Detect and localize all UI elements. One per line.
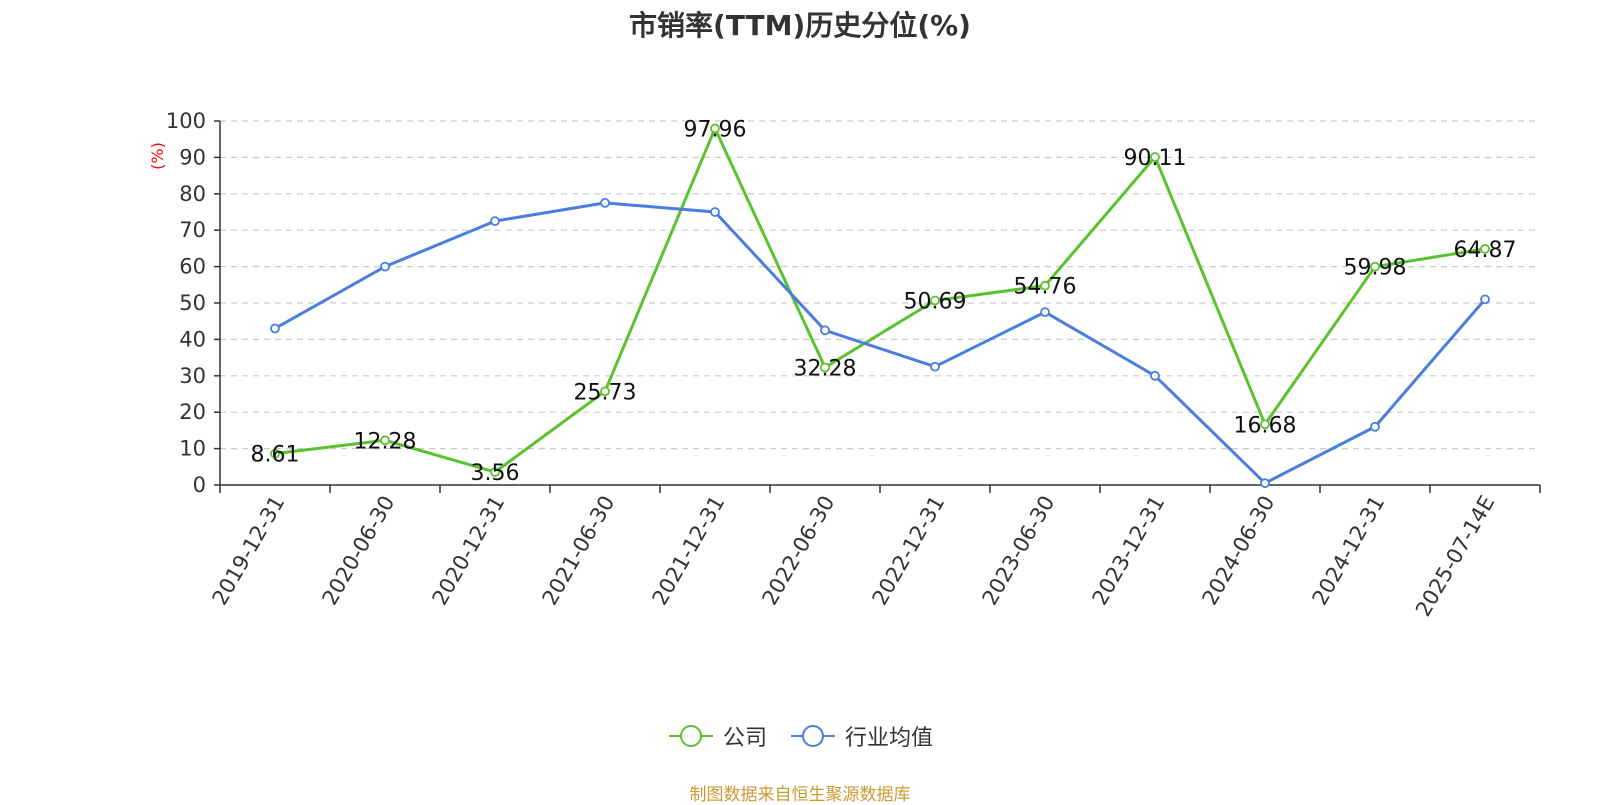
company-data-label: 12.28 <box>354 429 417 454</box>
x-tick-label: 2019-12-31 <box>208 492 290 610</box>
x-tick-label: 2023-12-31 <box>1088 492 1170 610</box>
y-tick-label: 70 <box>179 218 206 242</box>
x-tick-label: 2024-12-31 <box>1308 492 1390 610</box>
company-data-point <box>820 362 830 373</box>
x-tick-label: 2021-06-30 <box>538 492 620 610</box>
x-tick-label: 2021-12-31 <box>648 492 730 610</box>
company-data-label: 64.87 <box>1454 238 1517 263</box>
x-tick-label: 2020-12-31 <box>428 492 510 610</box>
company-data-point <box>380 435 390 446</box>
company-data-point <box>600 386 610 397</box>
y-tick-label: 90 <box>179 145 206 169</box>
company-data-label: 50.69 <box>904 289 967 314</box>
x-tick-label: 2025-07-14E <box>1411 492 1499 621</box>
company-data-label: 8.61 <box>251 443 300 468</box>
company-data-point <box>1040 280 1050 291</box>
company-data-label: 16.68 <box>1234 413 1297 438</box>
company-data-label: 3.56 <box>471 461 520 486</box>
series-line-company <box>274 126 1486 474</box>
y-tick-label: 10 <box>179 437 206 461</box>
legend-company-marker-icon <box>668 725 713 747</box>
company-data-point <box>930 295 940 306</box>
industry-data-point <box>1480 294 1490 305</box>
y-tick-label: 60 <box>179 255 206 279</box>
company-data-point <box>1150 152 1160 162</box>
legend: 公司 行业均值 <box>0 720 1600 752</box>
company-data-point <box>1260 419 1270 430</box>
company-data-point <box>490 467 500 477</box>
chart-title: 市销率(TTM)历史分位(%) <box>629 9 971 42</box>
series-line-industry <box>274 201 1487 485</box>
industry-data-point <box>930 361 940 372</box>
industry-data-point <box>820 325 830 336</box>
y-tick-label: 80 <box>179 182 206 206</box>
y-tick-label: 30 <box>179 364 206 388</box>
legend-industry-label: 行业均值 <box>845 726 934 751</box>
industry-data-point <box>1040 307 1050 318</box>
industry-data-point <box>710 207 720 217</box>
industry-data-point <box>380 261 390 272</box>
company-data-point <box>270 448 280 459</box>
x-tick-label: 2024-06-30 <box>1198 492 1280 610</box>
industry-data-point <box>1260 478 1270 489</box>
company-data-label: 54.76 <box>1014 275 1077 300</box>
x-tick-label: 2020-06-30 <box>318 492 400 610</box>
industry-data-point <box>600 197 610 208</box>
y-tick-label: 20 <box>179 400 206 424</box>
industry-data-point <box>490 216 500 227</box>
company-data-label: 32.28 <box>794 357 857 382</box>
legend-company-label: 公司 <box>722 726 767 751</box>
y-axis-unit-label: (%) <box>148 142 167 170</box>
y-tick-label: 100 <box>166 109 206 133</box>
company-data-label: 97.96 <box>684 117 747 142</box>
y-tick-label: 50 <box>179 291 206 315</box>
x-tick-label: 2023-06-30 <box>978 492 1060 610</box>
industry-data-point <box>1370 421 1380 432</box>
legend-item-industry[interactable]: 行业均值 <box>789 720 933 752</box>
industry-data-point <box>1150 370 1160 381</box>
x-tick-label: 2022-12-31 <box>868 492 950 610</box>
company-data-label: 25.73 <box>574 380 637 405</box>
industry-data-point <box>270 323 280 334</box>
company-data-point <box>710 123 720 134</box>
y-tick-label: 0 <box>193 473 206 497</box>
x-tick-label: 2022-06-30 <box>758 492 840 610</box>
legend-industry-marker-icon <box>791 725 835 747</box>
company-data-point <box>1480 243 1490 254</box>
source-note: 制图数据来自恒生聚源数据库 <box>689 785 911 805</box>
company-data-label: 90.11 <box>1124 146 1187 171</box>
legend-item-company[interactable]: 公司 <box>667 720 767 752</box>
y-tick-label: 40 <box>179 327 206 351</box>
company-data-label: 59.98 <box>1344 256 1407 281</box>
company-data-point <box>1370 261 1380 272</box>
